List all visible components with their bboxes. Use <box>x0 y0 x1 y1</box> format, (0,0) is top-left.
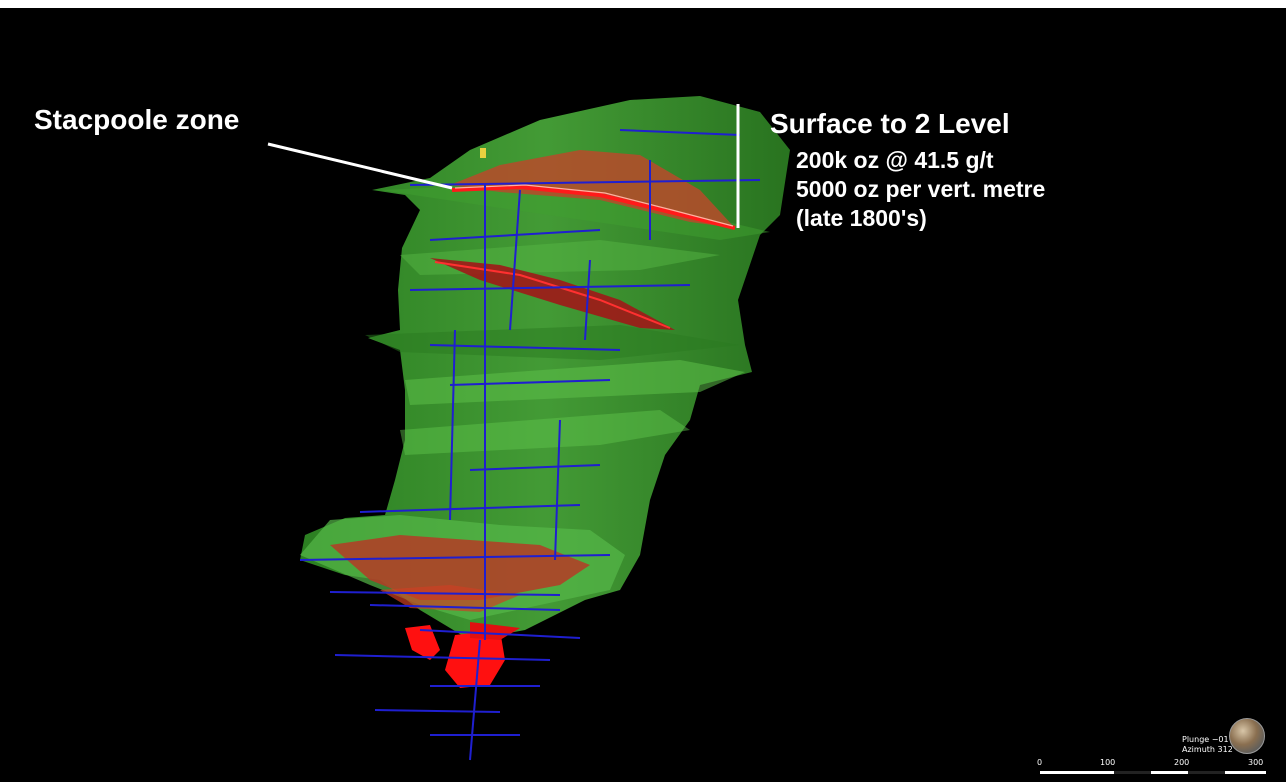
stacpoole-leader-line <box>267 142 453 190</box>
oz-per-metre-text: 5000 oz per vert. metre <box>796 176 1046 202</box>
azimuth-text: Azimuth 312 <box>1182 745 1233 754</box>
scale-tick: 300 <box>1248 758 1264 767</box>
stope-deep <box>470 622 520 640</box>
orebody-band <box>400 410 690 455</box>
stacpoole-zone-label: Stacpoole zone <box>34 104 240 135</box>
orientation-globe-icon[interactable] <box>1229 718 1265 754</box>
surface-to-level-label: Surface to 2 Level <box>770 108 1010 139</box>
stacpoole-vein <box>451 184 736 230</box>
stope-deep <box>405 625 440 660</box>
stope-middle <box>430 258 675 330</box>
orebody-band <box>380 182 770 240</box>
stope-lower <box>330 535 590 600</box>
development-drives <box>299 129 761 761</box>
scale-bar-line <box>1040 771 1266 774</box>
orebody-band <box>365 325 740 360</box>
collar-marker <box>480 148 486 158</box>
scale-tick: 100 <box>1100 758 1116 767</box>
resource-stats: 200k oz @ 41.5 g/t 5000 oz per vert. met… <box>796 146 1045 233</box>
orientation-readout: Plunge −01 Azimuth 312 <box>1182 735 1233 755</box>
orebody-band <box>405 360 745 405</box>
scale-bar-segment <box>1188 771 1225 774</box>
stacpoole-vein-highlight <box>454 184 734 227</box>
scale-tick: 200 <box>1174 758 1190 767</box>
top-border <box>0 0 1286 8</box>
era-text: (late 1800's) <box>796 205 927 231</box>
grade-text: 200k oz @ 41.5 g/t <box>796 147 994 173</box>
scale-tick: 0 <box>1037 758 1043 767</box>
scale-bar: 0 100 200 300 <box>1036 758 1268 782</box>
plunge-text: Plunge −01 <box>1182 735 1229 744</box>
scale-bar-segment <box>1114 771 1151 774</box>
